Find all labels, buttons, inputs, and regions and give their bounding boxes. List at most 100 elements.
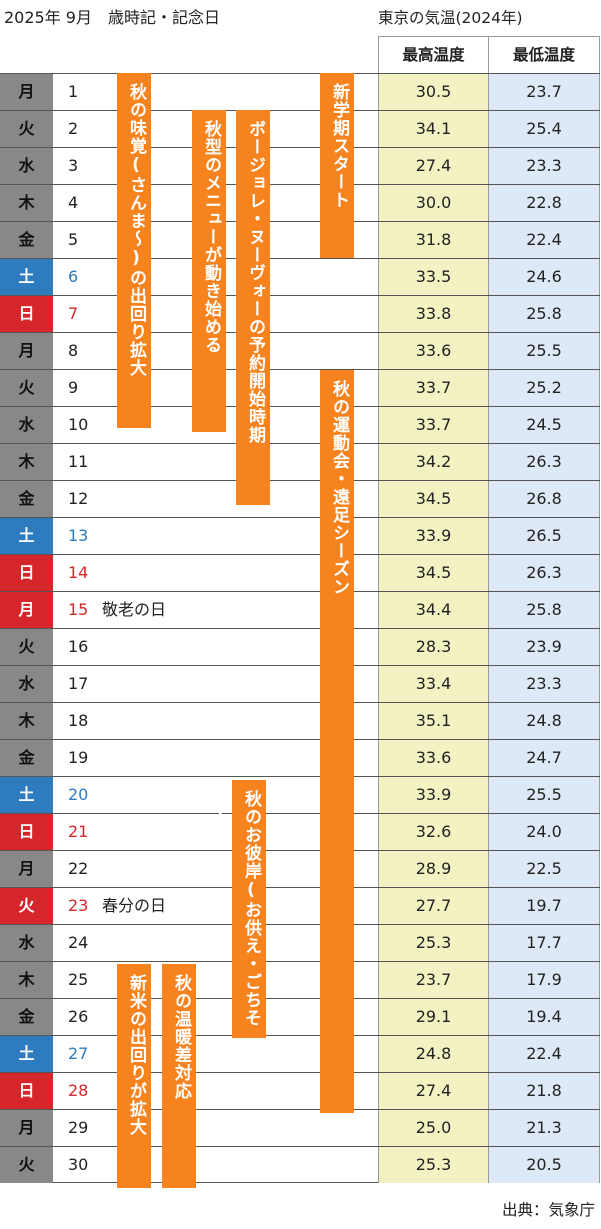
high-temp-cell: 27.7 (378, 888, 489, 924)
low-temp-cell: 23.3 (489, 666, 600, 702)
table-row: 木 25 23.7 17.9 (0, 961, 600, 998)
low-temp-cell: 23.3 (489, 148, 600, 184)
day-number: 18 (68, 711, 89, 730)
high-temp-cell: 31.8 (378, 222, 489, 258)
holiday-label: 春分の日 (102, 896, 167, 915)
weekday-cell: 火 (0, 888, 53, 924)
high-temp-cell: 35.1 (378, 703, 489, 739)
day-number: 1 (68, 82, 79, 101)
low-temp-cell: 20.5 (489, 1147, 600, 1183)
event-bar: 秋型のメニューが動き始める (192, 110, 226, 432)
day-number: 4 (68, 193, 79, 212)
day-number: 3 (68, 156, 79, 175)
weekday-cell: 月 (0, 851, 53, 887)
day-number: 19 (68, 748, 89, 767)
table-row: 水 17 33.4 23.3 (0, 665, 600, 702)
source-note: 出典：気象庁 (501, 1201, 595, 1219)
table-row: 土 13 33.9 26.5 (0, 517, 600, 554)
event-bar: 新米の出回りが拡大 (117, 964, 151, 1188)
table-row: 火 2 34.1 25.4 (0, 110, 600, 147)
high-temp-cell: 33.7 (378, 370, 489, 406)
day-number: 22 (68, 859, 89, 878)
high-temp-cell: 34.2 (378, 444, 489, 480)
column-header-low: 最低温度 (489, 36, 600, 73)
low-temp-cell: 23.7 (489, 74, 600, 110)
high-temp-cell: 28.9 (378, 851, 489, 887)
table-row: 金 12 34.5 26.8 (0, 480, 600, 517)
table-row: 金 5 31.8 22.4 (0, 221, 600, 258)
low-temp-cell: 23.9 (489, 629, 600, 665)
low-temp-cell: 19.4 (489, 999, 600, 1035)
low-temp-cell: 24.8 (489, 703, 600, 739)
table-row: 火 16 28.3 23.9 (0, 628, 600, 665)
low-temp-cell: 25.5 (489, 333, 600, 369)
day-number: 13 (68, 526, 89, 545)
day-number: 6 (68, 267, 79, 286)
event-bar: 秋の運動会・遠足シーズン (320, 370, 354, 1113)
high-temp-cell: 33.9 (378, 518, 489, 554)
weekday-cell: 土 (0, 259, 53, 295)
table-row: 月 22 28.9 22.5 (0, 850, 600, 887)
high-temp-cell: 27.4 (378, 1073, 489, 1109)
high-temp-cell: 33.6 (378, 740, 489, 776)
high-temp-cell: 33.7 (378, 407, 489, 443)
weekday-cell: 月 (0, 1110, 53, 1146)
day-number: 28 (68, 1081, 89, 1100)
table-row: 土 20 33.9 25.5 (0, 776, 600, 813)
weekday-cell: 日 (0, 1073, 53, 1109)
low-temp-cell: 25.2 (489, 370, 600, 406)
table-row: 金 26 29.1 19.4 (0, 998, 600, 1035)
high-temp-cell: 33.9 (378, 777, 489, 813)
high-temp-cell: 34.1 (378, 111, 489, 147)
day-number: 30 (68, 1155, 89, 1174)
day-number: 2 (68, 119, 79, 138)
high-temp-cell: 25.3 (378, 1147, 489, 1183)
day-number: 12 (68, 489, 89, 508)
event-bar: 秋の温暖差対応 (162, 964, 196, 1188)
table-row: 日 21 32.6 24.0 (0, 813, 600, 850)
low-temp-cell: 19.7 (489, 888, 600, 924)
weekday-cell: 土 (0, 777, 53, 813)
low-temp-cell: 25.8 (489, 296, 600, 332)
day-number: 17 (68, 674, 89, 693)
table-row: 水 3 27.4 23.3 (0, 147, 600, 184)
table-row: 日 7 33.8 25.8 (0, 295, 600, 332)
high-temp-cell: 30.5 (378, 74, 489, 110)
weekday-cell: 水 (0, 148, 53, 184)
low-temp-cell: 17.9 (489, 962, 600, 998)
day-number: 25 (68, 970, 89, 989)
weekday-cell: 木 (0, 185, 53, 221)
weekday-cell: 日 (0, 555, 53, 591)
high-temp-cell: 33.8 (378, 296, 489, 332)
low-temp-cell: 21.8 (489, 1073, 600, 1109)
low-temp-cell: 25.8 (489, 592, 600, 628)
day-number: 5 (68, 230, 79, 249)
weekday-cell: 金 (0, 999, 53, 1035)
high-temp-cell: 25.0 (378, 1110, 489, 1146)
weekday-cell: 日 (0, 296, 53, 332)
high-temp-cell: 28.3 (378, 629, 489, 665)
high-temp-cell: 24.8 (378, 1036, 489, 1072)
low-temp-cell: 24.6 (489, 259, 600, 295)
day-number: 20 (68, 785, 89, 804)
table-row: 日 28 27.4 21.8 (0, 1072, 600, 1109)
low-temp-cell: 26.3 (489, 444, 600, 480)
high-temp-cell: 23.7 (378, 962, 489, 998)
high-temp-cell: 34.4 (378, 592, 489, 628)
day-number: 27 (68, 1044, 89, 1063)
weekday-cell: 水 (0, 925, 53, 961)
low-temp-cell: 22.4 (489, 1036, 600, 1072)
day-number: 14 (68, 563, 89, 582)
weekday-cell: 火 (0, 1147, 53, 1183)
low-temp-cell: 25.4 (489, 111, 600, 147)
low-temp-cell: 24.7 (489, 740, 600, 776)
table-row: 木 18 35.1 24.8 (0, 702, 600, 739)
high-temp-cell: 33.5 (378, 259, 489, 295)
low-temp-cell: 26.3 (489, 555, 600, 591)
weekday-cell: 金 (0, 481, 53, 517)
day-number: 15 (68, 600, 89, 619)
high-temp-cell: 33.6 (378, 333, 489, 369)
day-number: 7 (68, 304, 79, 323)
low-temp-cell: 21.3 (489, 1110, 600, 1146)
weekday-cell: 日 (0, 814, 53, 850)
